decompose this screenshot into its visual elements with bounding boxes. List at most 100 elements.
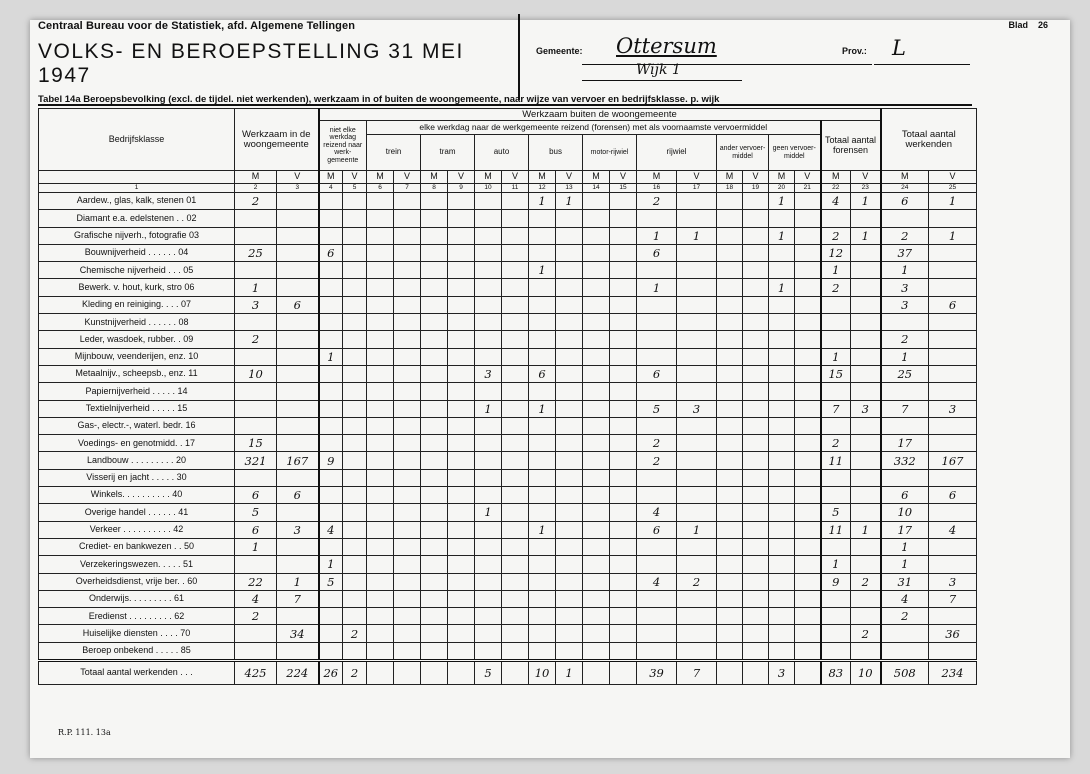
table-cell <box>850 382 882 401</box>
table-cell <box>342 261 368 280</box>
table-cell <box>794 468 822 488</box>
table-cell <box>275 434 320 453</box>
table-cell <box>850 295 882 315</box>
table-cell: 10 <box>528 659 557 686</box>
table-cell: 36 <box>928 624 978 643</box>
table-cell <box>447 330 476 349</box>
column-number: 14 <box>582 183 611 193</box>
table-cell: 1 <box>234 537 277 557</box>
table-cell <box>275 243 320 263</box>
table-cell: 39 <box>636 659 678 686</box>
column-number: 19 <box>742 183 770 193</box>
table-cell: 167 <box>275 451 320 470</box>
table-cell <box>366 641 395 662</box>
table-cell <box>555 416 584 436</box>
table-cell <box>582 261 611 280</box>
table-cell <box>582 555 611 574</box>
table-row: Grafische nijverh., fotografie 03 1 1 1 2 1 2 1 <box>38 226 978 245</box>
table-cell <box>794 399 822 418</box>
table-cell <box>582 313 611 332</box>
table-cell <box>794 451 822 470</box>
table-cell: 1 <box>474 503 503 522</box>
gemeente-line <box>582 64 872 65</box>
table-cell: 1 <box>317 347 344 366</box>
table-cell: 17 <box>879 520 930 539</box>
table-cell <box>716 641 744 662</box>
table-cell <box>555 295 584 315</box>
mv-header-cell: M <box>582 170 611 184</box>
table-cell <box>609 278 638 297</box>
table-cell <box>716 278 744 297</box>
table-cell <box>393 261 422 280</box>
col-ander: ander vervoer-middel <box>716 134 770 171</box>
table-cell: 6 <box>928 295 978 315</box>
table-cell <box>794 278 822 297</box>
table-cell <box>555 624 584 643</box>
table-cell <box>609 313 638 332</box>
table-cell <box>716 589 744 609</box>
table-cell <box>716 243 744 263</box>
table-cell <box>528 537 557 557</box>
table-cell <box>420 382 449 401</box>
column-number: 22 <box>819 183 852 193</box>
table-cell <box>742 347 770 366</box>
table-cell: 11 <box>819 451 852 470</box>
row-label: Huiselijke diensten . . . . 70 <box>38 624 235 643</box>
table-cell <box>474 278 503 297</box>
table-cell <box>275 641 320 662</box>
table-cell <box>768 589 796 609</box>
table-cell: 25 <box>879 364 930 384</box>
table-cell <box>742 572 770 591</box>
table-cell <box>716 295 744 315</box>
table-row: Huiselijke diensten . . . . 70 34 2 2 36 <box>38 624 978 643</box>
wijk-line <box>582 80 742 81</box>
table-cell <box>794 589 822 609</box>
table-cell <box>555 261 584 280</box>
table-cell <box>716 537 744 557</box>
footer-code: R.P. 111. 13a <box>58 728 111 737</box>
table-cell <box>393 520 422 539</box>
table-row: Landbouw . . . . . . . . . 20 321 167 9 2 11 3… <box>38 451 978 470</box>
table-cell: 2 <box>850 572 882 591</box>
table-cell: 10 <box>850 659 882 686</box>
table-cell <box>794 191 822 211</box>
table-cell <box>676 243 718 263</box>
table-cell <box>928 330 978 349</box>
col-rijwiel: rijwiel <box>636 134 718 171</box>
table-cell <box>420 364 449 384</box>
column-number: 16 <box>636 183 678 193</box>
table-cell <box>716 607 744 626</box>
table-cell <box>768 243 796 263</box>
table-cell <box>501 451 530 470</box>
table-row: Verkeer . . . . . . . . . . 42 6 3 4 1 6 1 11 1 1… <box>38 520 978 539</box>
table-cell <box>317 589 344 609</box>
table-cell <box>609 191 638 211</box>
mv-header-blank <box>38 170 235 184</box>
table-cell <box>582 226 611 245</box>
table-cell <box>819 607 852 626</box>
table-cell: 1 <box>850 520 882 539</box>
table-cell <box>609 399 638 418</box>
column-number: 6 <box>366 183 395 193</box>
table-cell <box>420 313 449 332</box>
table-cell <box>393 382 422 401</box>
table-cell <box>474 607 503 626</box>
table-cell <box>582 624 611 643</box>
column-number: 18 <box>716 183 744 193</box>
table-cell <box>716 330 744 349</box>
table-cell <box>928 313 978 332</box>
table-cell <box>819 486 852 505</box>
mv-header-cell: V <box>342 170 368 184</box>
table-cell <box>582 434 611 453</box>
table-cell <box>609 468 638 488</box>
table-cell <box>636 209 678 228</box>
table-cell <box>636 347 678 366</box>
table-cell <box>742 555 770 574</box>
table-cell <box>742 191 770 211</box>
table-cell <box>676 641 718 662</box>
table-cell <box>317 537 344 557</box>
table-cell: 3 <box>474 364 503 384</box>
mv-header-cell: V <box>275 170 320 184</box>
table-cell: 1 <box>555 191 584 211</box>
table-cell <box>850 451 882 470</box>
